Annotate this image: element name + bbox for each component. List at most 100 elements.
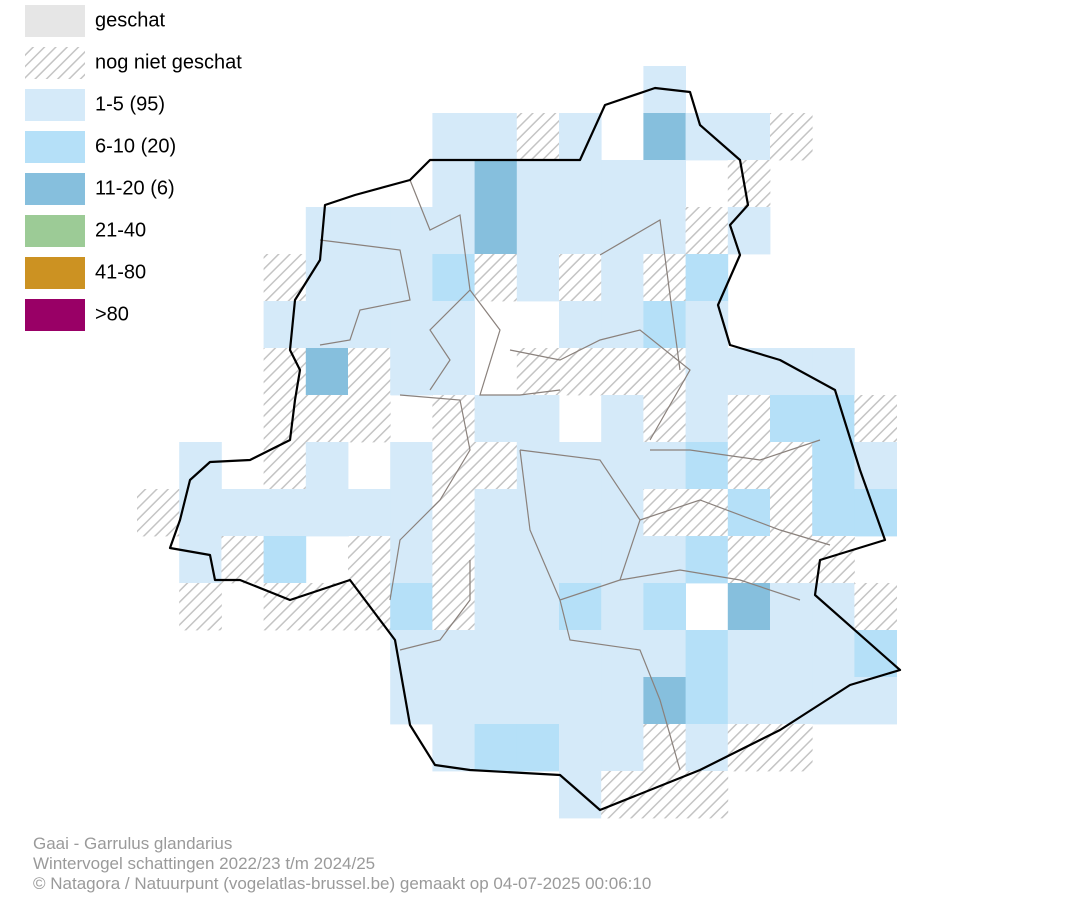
grid-cell bbox=[601, 254, 644, 302]
grid-cell bbox=[685, 348, 729, 396]
grid-cell bbox=[305, 301, 349, 349]
grid-cell bbox=[474, 489, 518, 537]
grid-cell bbox=[559, 348, 602, 396]
grid-cell bbox=[559, 489, 602, 537]
grid-cell bbox=[770, 113, 813, 161]
grid-cell bbox=[685, 489, 729, 537]
legend-swatch bbox=[25, 47, 85, 79]
grid-cell bbox=[432, 677, 475, 725]
grid-cell bbox=[685, 771, 729, 819]
legend-swatch bbox=[25, 299, 85, 331]
grid-cell bbox=[727, 677, 771, 725]
grid-cell bbox=[559, 207, 602, 255]
legend-swatch bbox=[25, 131, 85, 163]
grid-cell bbox=[559, 630, 602, 678]
grid-cell bbox=[770, 583, 813, 631]
grid-cell bbox=[643, 160, 686, 208]
grid-cell bbox=[643, 207, 686, 255]
grid-cell bbox=[432, 442, 475, 490]
legend: geschat nog niet geschat 1-5 (95) 6-10 (20)… bbox=[25, 5, 242, 331]
grid-cell bbox=[348, 489, 391, 537]
grid-cell bbox=[601, 724, 644, 772]
legend-label: 41-80 bbox=[95, 261, 146, 283]
grid-cell bbox=[348, 395, 391, 443]
grid-cell bbox=[685, 301, 729, 349]
grid-cell bbox=[432, 630, 475, 678]
grid-cell bbox=[348, 536, 391, 584]
legend-swatch bbox=[25, 5, 85, 37]
grid-cell bbox=[854, 677, 897, 725]
grid-cell bbox=[685, 207, 729, 255]
grid-cell bbox=[179, 536, 222, 584]
grid-cell bbox=[854, 630, 897, 678]
grid-cell bbox=[685, 113, 729, 161]
grid-cell bbox=[685, 536, 729, 584]
grid-cell bbox=[559, 442, 602, 490]
municipal-boundaries bbox=[319, 179, 831, 771]
grid-cell bbox=[601, 301, 644, 349]
grid-cell bbox=[559, 724, 602, 772]
grid-cell bbox=[812, 442, 855, 490]
legend-label: geschat bbox=[95, 9, 165, 31]
grid-cell bbox=[474, 113, 518, 161]
grid-cell bbox=[854, 395, 897, 443]
grid-cell bbox=[559, 677, 602, 725]
grid-cell bbox=[390, 207, 433, 255]
grid-cell bbox=[770, 630, 813, 678]
grid-cell bbox=[432, 395, 475, 443]
grid-cell bbox=[559, 536, 602, 584]
legend-swatch bbox=[25, 257, 85, 289]
grid-cells bbox=[137, 66, 897, 819]
grid-cell bbox=[390, 677, 433, 725]
grid-cell bbox=[390, 348, 433, 396]
grid-cell bbox=[390, 254, 433, 302]
grid-cell bbox=[221, 489, 264, 537]
grid-cell bbox=[516, 677, 560, 725]
grid-cell bbox=[516, 160, 560, 208]
grid-cell bbox=[812, 630, 855, 678]
grid-cell bbox=[474, 160, 518, 208]
grid-cell bbox=[263, 395, 307, 443]
footer-line: Gaai - Garrulus glandarius bbox=[33, 834, 232, 853]
grid-cell bbox=[727, 395, 771, 443]
grid-cell bbox=[812, 677, 855, 725]
grid-cell bbox=[474, 630, 518, 678]
grid-cell bbox=[305, 442, 349, 490]
grid-cell bbox=[516, 583, 560, 631]
grid-cell bbox=[263, 489, 307, 537]
legend-label: 21-40 bbox=[95, 219, 146, 241]
grid-cell bbox=[516, 113, 560, 161]
grid-cell bbox=[474, 724, 518, 772]
legend-swatch bbox=[25, 215, 85, 247]
grid-cell bbox=[305, 489, 349, 537]
grid-cell bbox=[685, 254, 729, 302]
grid-cell bbox=[601, 442, 644, 490]
grid-cell bbox=[727, 113, 771, 161]
grid-cell bbox=[474, 677, 518, 725]
grid-cell bbox=[727, 583, 771, 631]
grid-cell bbox=[221, 536, 264, 584]
legend-label: nog niet geschat bbox=[95, 51, 242, 73]
grid-cell bbox=[770, 677, 813, 725]
grid-cell bbox=[390, 583, 433, 631]
grid-cell bbox=[432, 489, 475, 537]
grid-cell bbox=[685, 630, 729, 678]
grid-cell bbox=[643, 630, 686, 678]
grid-cell bbox=[474, 536, 518, 584]
grid-cell bbox=[179, 442, 222, 490]
grid-cell bbox=[601, 348, 644, 396]
grid-cell bbox=[516, 630, 560, 678]
grid-cell bbox=[727, 442, 771, 490]
footer-line: Wintervogel schattingen 2022/23 t/m 2024… bbox=[33, 854, 375, 873]
grid-cell bbox=[474, 395, 518, 443]
grid-cell bbox=[685, 677, 729, 725]
grid-cell bbox=[137, 489, 180, 537]
grid-cell bbox=[516, 536, 560, 584]
grid-cell bbox=[348, 254, 391, 302]
grid-cell bbox=[474, 207, 518, 255]
grid-cell bbox=[601, 395, 644, 443]
legend-label: 1-5 (95) bbox=[95, 93, 165, 115]
grid-cell bbox=[812, 395, 855, 443]
grid-cell bbox=[643, 395, 686, 443]
